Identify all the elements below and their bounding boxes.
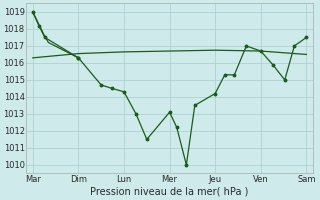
- X-axis label: Pression niveau de la mer( hPa ): Pression niveau de la mer( hPa ): [90, 187, 249, 197]
